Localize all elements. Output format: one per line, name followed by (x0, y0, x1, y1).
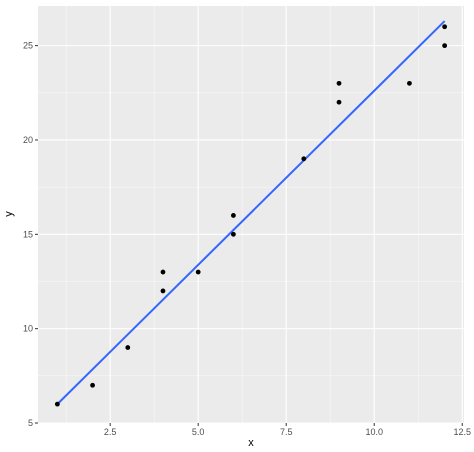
y-tick-label: 10 (23, 324, 33, 334)
x-tick-label: 10.0 (365, 427, 383, 437)
regression-line (56, 20, 446, 405)
x-axis-title: x (248, 437, 254, 449)
minor-gridlines (38, 6, 464, 423)
data-point (125, 345, 131, 350)
data-point (160, 269, 166, 275)
data-point (336, 99, 342, 105)
data-point (90, 382, 95, 388)
data-point (407, 80, 412, 86)
data-point (442, 24, 448, 30)
data-point (336, 80, 342, 86)
y-tick-label: 20 (23, 135, 33, 145)
y-tick-label: 5 (28, 418, 33, 428)
x-axis-ticks: 2.5 5.0 7.5 10.0 12.5 (104, 423, 471, 437)
major-gridlines (38, 6, 464, 424)
x-tick-label: 12.5 (453, 427, 471, 437)
x-tick-label: 5.0 (192, 427, 205, 437)
regression-line-group (56, 20, 446, 405)
data-point (160, 288, 166, 294)
y-axis-title: y (3, 211, 15, 217)
data-point (230, 231, 236, 237)
data-point (442, 43, 448, 49)
data-point (301, 156, 307, 162)
y-axis-ticks: 5 10 15 20 25 (23, 41, 38, 428)
x-tick-label: 2.5 (104, 427, 117, 437)
y-tick-label: 25 (23, 41, 33, 51)
data-point (195, 269, 201, 275)
data-point (54, 401, 60, 407)
y-tick-label: 15 (23, 229, 33, 239)
x-tick-label: 7.5 (280, 427, 293, 437)
data-points (54, 24, 448, 407)
data-point (230, 213, 236, 218)
